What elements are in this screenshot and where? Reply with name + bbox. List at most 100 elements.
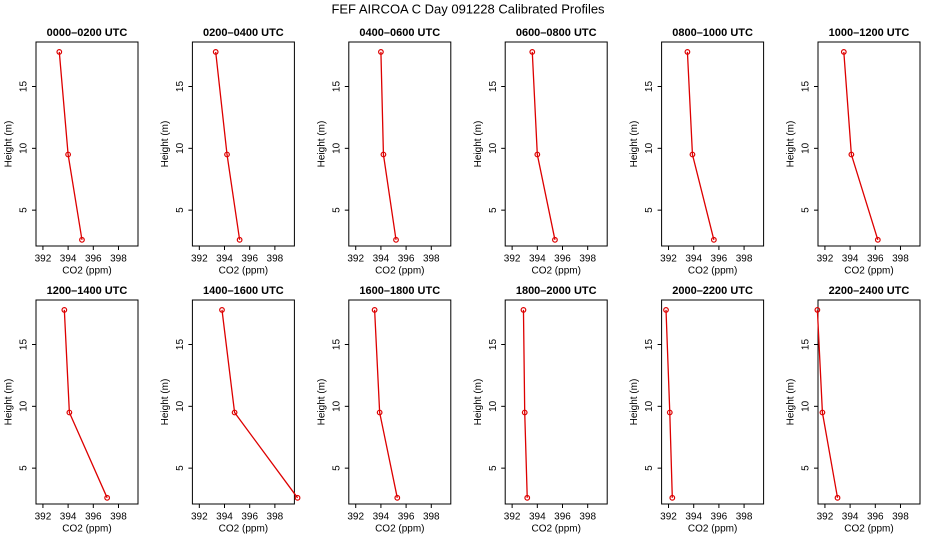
x-tick-label: 396 <box>867 512 884 523</box>
panel-title: 0200–0400 UTC <box>203 27 284 39</box>
y-tick-label: 5 <box>19 465 30 471</box>
profile-line <box>58 51 83 240</box>
data-point <box>834 494 841 501</box>
y-tick-label: 5 <box>801 465 812 471</box>
x-tick-label: 398 <box>892 254 909 265</box>
x-tick-label: 398 <box>736 254 753 265</box>
x-tick-label: 398 <box>579 512 596 523</box>
y-tick-label: 5 <box>175 207 186 213</box>
x-axis-label: CO2 (ppm) <box>531 524 580 535</box>
panel-title: 1000–1200 UTC <box>829 27 910 39</box>
y-axis-label: Height (m) <box>629 379 640 426</box>
x-tick-label: 398 <box>579 254 596 265</box>
plot-frame <box>661 41 765 247</box>
data-point <box>394 494 401 501</box>
x-tick-label: 392 <box>817 512 834 523</box>
profile-line <box>665 309 673 498</box>
x-tick-label: 394 <box>373 512 390 523</box>
plot-frame <box>191 41 295 247</box>
y-tick-label: 5 <box>488 465 499 471</box>
x-tick-label: 396 <box>241 512 258 523</box>
x-tick-label: 396 <box>867 254 884 265</box>
x-tick-label: 398 <box>736 512 753 523</box>
y-tick-label: 10 <box>331 142 342 154</box>
x-tick-label: 398 <box>267 512 284 523</box>
x-tick-label: 392 <box>504 512 521 523</box>
y-axis-label: Height (m) <box>316 379 327 426</box>
plot-frame <box>817 299 921 505</box>
x-tick-label: 396 <box>398 254 415 265</box>
x-axis-label: CO2 (ppm) <box>688 266 737 277</box>
x-tick-label: 396 <box>554 512 571 523</box>
x-tick-label: 396 <box>85 254 102 265</box>
x-axis-label: CO2 (ppm) <box>688 524 737 535</box>
panel-title: 0600–0800 UTC <box>516 27 597 39</box>
data-point <box>66 409 73 416</box>
y-tick-label: 15 <box>801 339 812 351</box>
profile-line <box>221 309 299 499</box>
y-tick-label: 15 <box>19 81 30 93</box>
panel-title: 0400–0600 UTC <box>359 27 440 39</box>
x-tick-label: 394 <box>216 512 233 523</box>
y-tick-label: 15 <box>175 339 186 351</box>
plot-frame <box>348 299 452 505</box>
data-point <box>104 494 111 501</box>
plot-frame <box>661 299 765 505</box>
data-point <box>689 151 696 158</box>
x-tick-label: 396 <box>398 512 415 523</box>
y-axis-label: Height (m) <box>4 379 15 426</box>
x-tick-label: 394 <box>373 254 390 265</box>
y-tick-label: 15 <box>801 81 812 93</box>
x-tick-label: 398 <box>423 512 440 523</box>
x-tick-label: 392 <box>347 254 364 265</box>
y-axis-label: Height (m) <box>786 121 797 168</box>
y-tick-label: 5 <box>644 465 655 471</box>
y-axis-label: Height (m) <box>629 121 640 168</box>
plot-frame <box>817 41 921 247</box>
y-axis-label: Height (m) <box>473 379 484 426</box>
x-axis-label: CO2 (ppm) <box>62 524 111 535</box>
y-tick-label: 5 <box>175 465 186 471</box>
x-tick-label: 398 <box>110 254 127 265</box>
data-point <box>294 494 301 501</box>
y-tick-label: 15 <box>19 339 30 351</box>
data-point <box>231 409 238 416</box>
data-point <box>236 236 243 243</box>
y-tick-label: 5 <box>488 207 499 213</box>
x-axis-label: CO2 (ppm) <box>62 266 111 277</box>
panel-title: 0800–1000 UTC <box>672 27 753 39</box>
data-point <box>376 409 383 416</box>
y-tick-label: 5 <box>19 207 30 213</box>
x-axis-label: CO2 (ppm) <box>219 266 268 277</box>
x-axis-label: CO2 (ppm) <box>219 524 268 535</box>
y-tick-label: 5 <box>801 207 812 213</box>
x-tick-label: 398 <box>110 512 127 523</box>
data-point <box>524 494 531 501</box>
x-tick-label: 396 <box>711 254 728 265</box>
panel-title: 1600–1800 UTC <box>359 285 440 297</box>
x-tick-label: 394 <box>685 512 702 523</box>
y-tick-label: 10 <box>175 400 186 412</box>
data-point <box>848 151 855 158</box>
y-tick-label: 5 <box>331 207 342 213</box>
data-point <box>520 306 527 313</box>
x-tick-label: 394 <box>60 512 77 523</box>
y-axis-label: Height (m) <box>160 379 171 426</box>
y-tick-label: 15 <box>644 339 655 351</box>
plot-frame <box>348 41 452 247</box>
plot-frame <box>191 299 295 505</box>
y-tick-label: 15 <box>175 81 186 93</box>
y-axis-label: Height (m) <box>316 121 327 168</box>
data-point <box>819 409 826 416</box>
data-point <box>552 236 558 243</box>
x-tick-label: 392 <box>191 254 208 265</box>
data-point <box>65 151 72 158</box>
data-point <box>529 48 536 55</box>
y-tick-label: 10 <box>488 142 499 154</box>
data-point <box>56 48 63 55</box>
y-tick-label: 10 <box>644 142 655 154</box>
y-tick-label: 10 <box>644 400 655 412</box>
data-point <box>61 306 68 313</box>
x-tick-label: 394 <box>842 512 859 523</box>
